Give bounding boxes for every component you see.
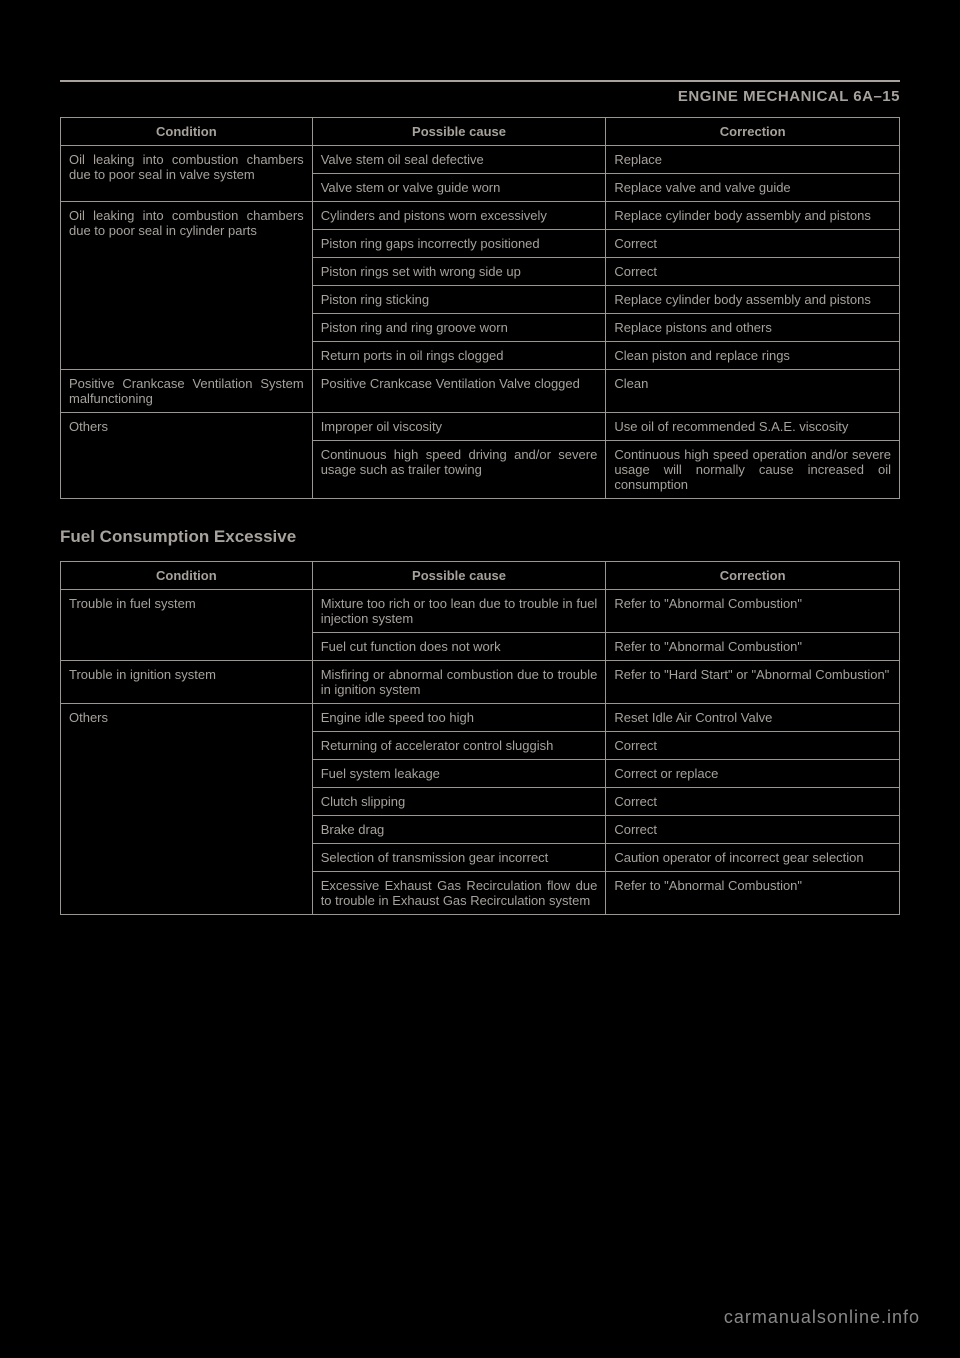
table-row: Trouble in ignition systemMisfiring or a… xyxy=(61,661,900,704)
correction-cell: Replace cylinder body assembly and pisto… xyxy=(606,286,900,314)
cause-cell: Fuel cut function does not work xyxy=(312,633,606,661)
correction-cell: Refer to "Hard Start" or "Abnormal Combu… xyxy=(606,661,900,704)
col-correction: Correction xyxy=(606,562,900,590)
col-condition: Condition xyxy=(61,118,313,146)
correction-cell: Clean piston and replace rings xyxy=(606,342,900,370)
cause-cell: Excessive Exhaust Gas Recirculation flow… xyxy=(312,872,606,915)
page-header: ENGINE MECHANICAL 6A–15 xyxy=(60,88,900,105)
condition-cell: Others xyxy=(61,704,313,915)
footer-watermark: carmanualsonline.info xyxy=(724,1307,920,1328)
correction-cell: Correct xyxy=(606,732,900,760)
condition-cell: Trouble in fuel system xyxy=(61,590,313,661)
col-cause: Possible cause xyxy=(312,562,606,590)
condition-cell: Oil leaking into combustion chambers due… xyxy=(61,146,313,202)
col-cause: Possible cause xyxy=(312,118,606,146)
page-container: ENGINE MECHANICAL 6A–15 Condition Possib… xyxy=(0,0,960,983)
correction-cell: Correct xyxy=(606,788,900,816)
col-condition: Condition xyxy=(61,562,313,590)
cause-cell: Piston ring sticking xyxy=(312,286,606,314)
correction-cell: Replace xyxy=(606,146,900,174)
table-row: Oil leaking into combustion chambers due… xyxy=(61,146,900,174)
correction-cell: Clean xyxy=(606,370,900,413)
table-header-row: Condition Possible cause Correction xyxy=(61,118,900,146)
correction-cell: Refer to "Abnormal Combustion" xyxy=(606,872,900,915)
correction-cell: Caution operator of incorrect gear selec… xyxy=(606,844,900,872)
col-correction: Correction xyxy=(606,118,900,146)
cause-cell: Positive Crankcase Ventilation Valve clo… xyxy=(312,370,606,413)
cause-cell: Mixture too rich or too lean due to trou… xyxy=(312,590,606,633)
cause-cell: Selection of transmission gear incorrect xyxy=(312,844,606,872)
cause-cell: Piston ring gaps incorrectly positioned xyxy=(312,230,606,258)
fuel-consumption-table: Condition Possible cause Correction Trou… xyxy=(60,561,900,915)
correction-cell: Refer to "Abnormal Combustion" xyxy=(606,633,900,661)
condition-cell: Oil leaking into combustion chambers due… xyxy=(61,202,313,370)
header-rule xyxy=(60,80,900,82)
correction-cell: Replace cylinder body assembly and pisto… xyxy=(606,202,900,230)
correction-cell: Correct or replace xyxy=(606,760,900,788)
cause-cell: Valve stem oil seal defective xyxy=(312,146,606,174)
cause-cell: Engine idle speed too high xyxy=(312,704,606,732)
cause-cell: Return ports in oil rings clogged xyxy=(312,342,606,370)
cause-cell: Clutch slipping xyxy=(312,788,606,816)
correction-cell: Reset Idle Air Control Valve xyxy=(606,704,900,732)
correction-cell: Continuous high speed operation and/or s… xyxy=(606,441,900,499)
correction-cell: Replace valve and valve guide xyxy=(606,174,900,202)
cause-cell: Piston ring and ring groove worn xyxy=(312,314,606,342)
correction-cell: Replace pistons and others xyxy=(606,314,900,342)
cause-cell: Returning of accelerator control sluggis… xyxy=(312,732,606,760)
table-row: OthersImproper oil viscosityUse oil of r… xyxy=(61,413,900,441)
table-row: Oil leaking into combustion chambers due… xyxy=(61,202,900,230)
cause-cell: Continuous high speed driving and/or sev… xyxy=(312,441,606,499)
cause-cell: Fuel system leakage xyxy=(312,760,606,788)
cause-cell: Misfiring or abnormal combustion due to … xyxy=(312,661,606,704)
oil-consumption-table: Condition Possible cause Correction Oil … xyxy=(60,117,900,499)
table-row: Positive Crankcase Ventilation System ma… xyxy=(61,370,900,413)
table-row: Trouble in fuel systemMixture too rich o… xyxy=(61,590,900,633)
cause-cell: Piston rings set with wrong side up xyxy=(312,258,606,286)
condition-cell: Others xyxy=(61,413,313,499)
cause-cell: Valve stem or valve guide worn xyxy=(312,174,606,202)
cause-cell: Improper oil viscosity xyxy=(312,413,606,441)
cause-cell: Brake drag xyxy=(312,816,606,844)
table-header-row: Condition Possible cause Correction xyxy=(61,562,900,590)
correction-cell: Correct xyxy=(606,230,900,258)
correction-cell: Correct xyxy=(606,816,900,844)
condition-cell: Trouble in ignition system xyxy=(61,661,313,704)
cause-cell: Cylinders and pistons worn excessively xyxy=(312,202,606,230)
correction-cell: Correct xyxy=(606,258,900,286)
table-row: OthersEngine idle speed too highReset Id… xyxy=(61,704,900,732)
correction-cell: Use oil of recommended S.A.E. viscosity xyxy=(606,413,900,441)
section-title-fuel: Fuel Consumption Excessive xyxy=(60,527,900,547)
condition-cell: Positive Crankcase Ventilation System ma… xyxy=(61,370,313,413)
correction-cell: Refer to "Abnormal Combustion" xyxy=(606,590,900,633)
